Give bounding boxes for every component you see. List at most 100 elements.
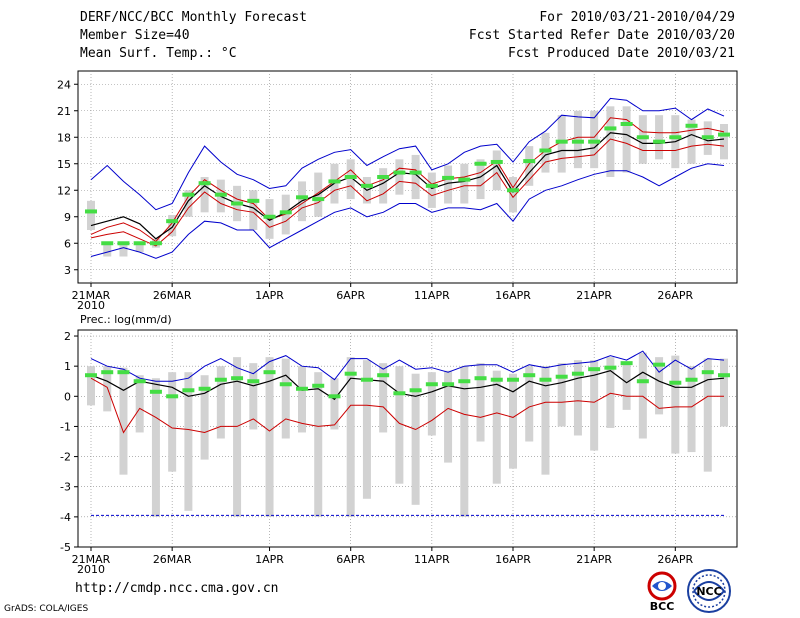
member-size: Member Size=40 (80, 28, 190, 43)
obs-marker (620, 122, 633, 126)
spread-box (590, 110, 599, 169)
obs-marker (182, 388, 195, 393)
ncc-logo-text: NCC (696, 585, 721, 598)
obs-marker (523, 159, 536, 164)
spread-box (314, 372, 323, 517)
x-tick-label: 1APR (255, 553, 284, 566)
spread-box (346, 159, 355, 200)
x-tick-label: 26MAR (153, 289, 192, 302)
spread-box (346, 357, 355, 517)
x-tick-label: 26MAR (153, 553, 192, 566)
spread-box (184, 372, 193, 511)
spread-box (427, 172, 436, 208)
x-tick-label: 6APR (336, 553, 365, 566)
spread-box (638, 352, 647, 439)
obs-marker (718, 132, 730, 137)
y-tick-label: 24 (57, 78, 71, 91)
x-tick-label: 6APR (336, 289, 365, 302)
obs-marker (328, 179, 341, 184)
obs-marker (636, 135, 649, 140)
obs-marker (458, 177, 471, 182)
ncc-logo: NCC (687, 569, 731, 613)
obs-marker (571, 139, 584, 144)
obs-marker (393, 391, 406, 396)
spread-box (622, 106, 631, 173)
y-tick-label: 0 (64, 390, 71, 403)
obs-marker (653, 362, 666, 367)
obs-marker (409, 388, 422, 393)
chart-title: DERF/NCC/BCC Monthly Forecast (80, 10, 307, 25)
obs-marker (490, 159, 503, 164)
spread-box (427, 372, 436, 436)
obs-marker (523, 373, 536, 378)
obs-marker (393, 170, 406, 175)
obs-marker (458, 379, 471, 384)
spread-box (573, 360, 582, 436)
obs-marker (85, 373, 97, 378)
spread-box (460, 366, 469, 517)
spread-box (119, 241, 128, 257)
obs-marker (490, 377, 503, 382)
spread-box (200, 177, 209, 213)
series-lower-line (90, 138, 725, 247)
spread-box (622, 363, 631, 410)
spread-box (476, 363, 485, 442)
source-url[interactable]: http://cmdp.ncc.cma.gov.cn (75, 581, 279, 596)
spread-box (525, 146, 534, 186)
obs-marker (101, 241, 114, 246)
obs-marker (425, 382, 438, 387)
obs-marker (198, 181, 211, 186)
obs-marker (718, 373, 730, 378)
spread-box (168, 372, 177, 472)
spread-box (687, 119, 696, 164)
obs-marker (85, 209, 97, 214)
spread-box (541, 132, 550, 173)
spread-box (671, 355, 680, 454)
obs-marker (555, 139, 568, 144)
spread-box (492, 150, 501, 191)
forecast-period: For 2010/03/21-2010/04/29 (539, 10, 735, 25)
obs-marker (555, 374, 568, 379)
obs-marker (263, 370, 276, 375)
panel-2: -5 -4 -3 -2 -1 0 1 2 21MAR 26MAR 1APR 6APR 11APR 16AP… (60, 329, 738, 576)
obs-marker (312, 383, 325, 388)
spread-box (444, 165, 453, 204)
spread-box (411, 154, 420, 200)
obs-marker (166, 394, 179, 399)
spread-box (135, 241, 144, 253)
spread-box (460, 163, 469, 204)
series-min-line (90, 163, 725, 259)
spread-box (606, 106, 615, 177)
obs-marker (149, 241, 162, 246)
spread-box (687, 366, 696, 453)
y-tick-label: -1 (60, 420, 71, 433)
obs-marker (360, 377, 373, 382)
spread-box (135, 375, 144, 433)
spread-box (362, 360, 371, 499)
spread-box (573, 110, 582, 169)
obs-marker (409, 170, 422, 175)
obs-marker (198, 386, 211, 391)
y-tick-label: 3 (64, 264, 71, 277)
obs-marker (442, 175, 455, 180)
spread-box (655, 357, 664, 415)
forecast-produced: Fcst Produced Date 2010/03/21 (508, 46, 735, 61)
spread-box (249, 363, 258, 430)
bcc-logo-text: BCC (650, 600, 675, 612)
spread-box (590, 360, 599, 451)
spread-box (509, 177, 517, 213)
obs-marker (425, 183, 438, 188)
obs-marker (685, 377, 698, 382)
spread-box (703, 358, 712, 472)
obs-marker (247, 379, 260, 384)
spread-box (298, 366, 306, 433)
panel-frame (77, 70, 738, 284)
spread-box (184, 190, 193, 217)
obs-marker (149, 389, 162, 394)
y-tick-label: 9 (64, 211, 71, 224)
spread-box (119, 367, 128, 475)
obs-marker (377, 175, 390, 179)
obs-marker (604, 126, 617, 131)
y-tick-label: 12 (57, 184, 71, 197)
